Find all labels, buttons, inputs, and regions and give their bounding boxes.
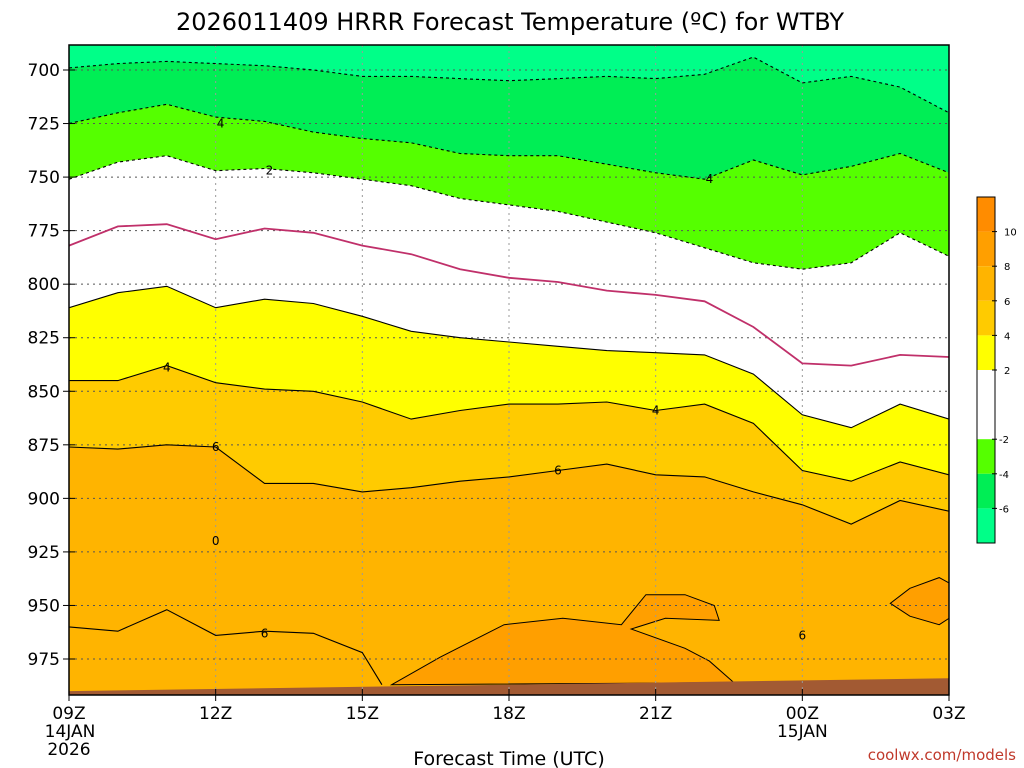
colorbar-label-minus-6: -6 [999,504,1009,515]
temperature-fill-layer [69,45,949,695]
y-tick-label-875: 875 [28,436,60,456]
contour-2 [69,285,949,429]
y-tick-label-925: 925 [28,543,60,563]
colorbar-label-10: 10 [1004,228,1017,239]
x-tick-label-21Z: 21Z [639,704,672,724]
contour-4 [69,365,949,482]
contour-label-10: 6 [799,628,807,642]
warm-pocket-2 [889,577,949,626]
colorbar-band-minus-8 [977,508,995,543]
chart-title: 2026011409 HRRR Forecast Temperature (ºC… [176,8,844,36]
credit-link[interactable]: coolwx.com/models [868,746,1016,764]
y-tick-label-950: 950 [28,596,60,616]
x-axis-label: Forecast Time (UTC) [413,748,604,768]
contour-label-5: 4 [652,404,660,418]
y-tick-label-900: 900 [28,489,60,509]
y-tick-label-800: 800 [28,275,60,295]
contour-line-layer [69,56,949,685]
contour-6 [69,444,949,525]
colorbar-label-2: 2 [1004,366,1010,377]
contour-label-9: 6 [261,626,269,640]
colorbar-label-4: 4 [1004,331,1010,342]
y-tick-label-825: 825 [28,329,60,349]
contour-label-8: 0 [212,534,220,548]
warm-pocket-1 [389,594,736,686]
x-tick-label-12Z: 12Z [199,704,232,724]
x-tick-date-00Z: 15JAN [777,722,828,742]
contour-minus-4 [69,103,949,180]
contour-0 [69,223,949,367]
x-tick-date-09Z: 14JAN [45,722,96,742]
x-tick-year-09Z: 2026 [47,740,90,760]
y-tick-label-750: 750 [28,168,60,188]
contour-label-7: 6 [554,464,562,478]
contour-minus-2 [69,155,949,270]
y-tick-label-850: 850 [28,382,60,402]
y-tick-label-725: 725 [28,115,60,135]
contour-label-4: 4 [163,361,171,375]
colorbar-band-6 [977,266,995,301]
contour-label-6: 6 [212,440,220,454]
grid-layer [69,45,949,695]
colorbar-band-minus-2 [977,370,995,440]
colorbar-label-8: 8 [1004,262,1010,273]
contour-label-layer: 4 2 4 4 4 6 6 0 6 6 [163,117,806,643]
contour-label-3: 4 [706,172,714,186]
colorbar-band-minus-4 [977,439,995,474]
colorbar-band-8 [977,231,995,267]
colorbar-band-2 [977,335,995,370]
y-tick-label-700: 700 [28,61,60,81]
x-tick-label-03Z: 03Z [932,704,965,724]
y-tick-label-775: 775 [28,222,60,242]
ground-surface [69,678,949,695]
x-tick-label-15Z: 15Z [346,704,379,724]
colorbar-band-4 [977,300,995,336]
y-tick-label-975: 975 [28,650,60,670]
colorbar-label-minus-4: -4 [999,470,1009,481]
colorbar-label-minus-2: -2 [999,435,1009,446]
x-tick-label-18Z: 18Z [492,704,525,724]
colorbar-band-minus-6 [977,473,995,509]
x-tick-label-09Z: 09Z [52,704,85,724]
contour-label-1: 4 [217,117,225,131]
contour-minus-6 [69,56,949,114]
colorbar-band-10 [977,197,995,232]
x-tick-label-00Z: 00Z [786,704,819,724]
colorbar-label-6: 6 [1004,297,1010,308]
contour-6-lower [69,609,383,685]
axes-layer: 70072575077580082585087590092595097509Z1… [28,44,966,760]
contour-label-2: 2 [266,164,274,178]
colorbar: 10 8 6 4 2 -2 -4 -6 [976,196,1017,544]
